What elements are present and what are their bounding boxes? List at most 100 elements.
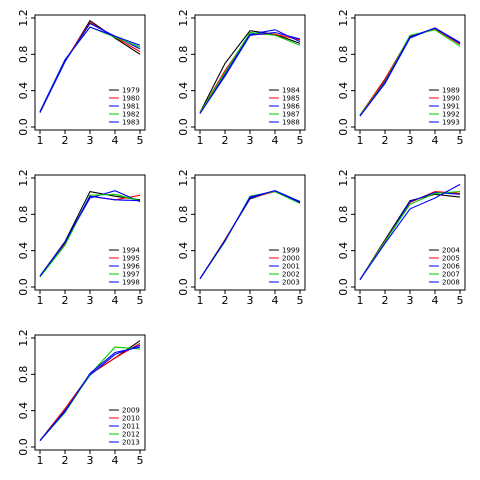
legend-label-2004: 2004 (442, 247, 460, 255)
y-tick-label: 0.0 (337, 118, 350, 136)
legend-label-2010: 2010 (122, 415, 140, 423)
legend-label-1981: 1981 (122, 103, 140, 111)
series-line-1987 (199, 31, 301, 113)
x-tick-label: 4 (272, 294, 279, 307)
x-tick-label: 1 (357, 134, 364, 147)
y-tick-label: 0.8 (17, 366, 30, 384)
legend-label-2001: 2001 (282, 263, 300, 271)
x-tick-label: 5 (457, 134, 464, 147)
series-line-1997 (39, 193, 141, 278)
x-tick-label: 4 (112, 294, 119, 307)
y-tick-label: 1.2 (17, 9, 30, 27)
legend-label-1997: 1997 (122, 271, 140, 279)
x-tick-label: 5 (297, 294, 304, 307)
series-line-1993 (359, 27, 461, 117)
x-tick-label: 4 (112, 454, 119, 467)
legend-label-2005: 2005 (442, 255, 460, 263)
series-line-1984 (199, 30, 301, 113)
legend-label-1994: 1994 (122, 247, 140, 255)
series-line-1988 (199, 31, 301, 114)
legend-label-1984: 1984 (282, 87, 300, 95)
legend-label-1979: 1979 (122, 87, 140, 95)
x-tick-label: 3 (87, 134, 94, 147)
x-tick-label: 1 (197, 134, 204, 147)
x-tick-label: 3 (407, 294, 414, 307)
y-tick-label: 0.8 (177, 206, 190, 224)
legend-label-2000: 2000 (282, 255, 300, 263)
x-tick-label: 1 (197, 294, 204, 307)
x-tick-label: 5 (137, 454, 144, 467)
x-tick-label: 2 (382, 134, 389, 147)
x-tick-label: 4 (272, 134, 279, 147)
x-tick-label: 3 (247, 134, 254, 147)
legend-label-2009: 2009 (122, 407, 140, 415)
y-tick-label: 0.8 (177, 46, 190, 64)
x-tick-label: 5 (297, 134, 304, 147)
x-tick-label: 5 (137, 134, 144, 147)
y-tick-label: 0.4 (337, 242, 350, 260)
y-tick-label: 0.8 (17, 206, 30, 224)
x-tick-label: 1 (37, 454, 44, 467)
legend-label-2011: 2011 (122, 423, 140, 431)
legend-label-1996: 1996 (122, 263, 140, 271)
legend-label-1988: 1988 (282, 119, 300, 127)
series-line-2003 (199, 190, 301, 280)
y-tick-label: 0.4 (177, 82, 190, 100)
y-tick-label: 0.0 (17, 118, 30, 136)
series-line-1998 (39, 195, 141, 277)
legend-label-2006: 2006 (442, 263, 460, 271)
legend-label-2003: 2003 (282, 279, 300, 287)
legend-label-2002: 2002 (282, 271, 300, 279)
legend-label-1998: 1998 (122, 279, 140, 287)
y-tick-label: 1.2 (177, 169, 190, 187)
y-tick-label: 0.8 (17, 46, 30, 64)
y-tick-label: 0.8 (337, 46, 350, 64)
x-tick-label: 2 (382, 294, 389, 307)
legend-label-1980: 1980 (122, 95, 140, 103)
x-tick-label: 3 (87, 454, 94, 467)
x-tick-label: 3 (407, 134, 414, 147)
series-line-1983 (39, 26, 141, 112)
series-line-2013 (39, 346, 141, 441)
x-tick-label: 3 (87, 294, 94, 307)
y-tick-label: 1.2 (177, 9, 190, 27)
x-tick-label: 1 (37, 134, 44, 147)
series-line-2007 (359, 191, 461, 281)
legend-label-1985: 1985 (282, 95, 300, 103)
legend-label-1991: 1991 (442, 103, 460, 111)
legend-label-1983: 1983 (122, 119, 140, 127)
x-tick-label: 4 (432, 134, 439, 147)
y-tick-label: 1.2 (337, 9, 350, 27)
x-tick-label: 2 (222, 134, 229, 147)
legend-label-1989: 1989 (442, 87, 460, 95)
y-tick-label: 0.0 (17, 438, 30, 456)
x-tick-label: 2 (62, 454, 69, 467)
y-tick-label: 0.4 (17, 402, 30, 420)
legend-label-2007: 2007 (442, 271, 460, 279)
y-tick-label: 0.4 (17, 82, 30, 100)
legend-label-1987: 1987 (282, 111, 300, 119)
x-tick-label: 4 (112, 134, 119, 147)
y-tick-label: 1.2 (17, 169, 30, 187)
y-tick-label: 0.0 (17, 278, 30, 296)
x-tick-label: 5 (137, 294, 144, 307)
x-tick-label: 2 (62, 134, 69, 147)
legend-label-1982: 1982 (122, 111, 140, 119)
legend-label-2012: 2012 (122, 431, 140, 439)
x-tick-label: 2 (222, 294, 229, 307)
y-tick-label: 1.2 (17, 329, 30, 347)
legend-label-2013: 2013 (122, 439, 140, 447)
y-tick-label: 0.4 (177, 242, 190, 260)
x-tick-label: 4 (432, 294, 439, 307)
y-tick-label: 0.4 (337, 82, 350, 100)
x-tick-label: 2 (62, 294, 69, 307)
x-tick-label: 1 (357, 294, 364, 307)
y-tick-label: 0.0 (337, 278, 350, 296)
